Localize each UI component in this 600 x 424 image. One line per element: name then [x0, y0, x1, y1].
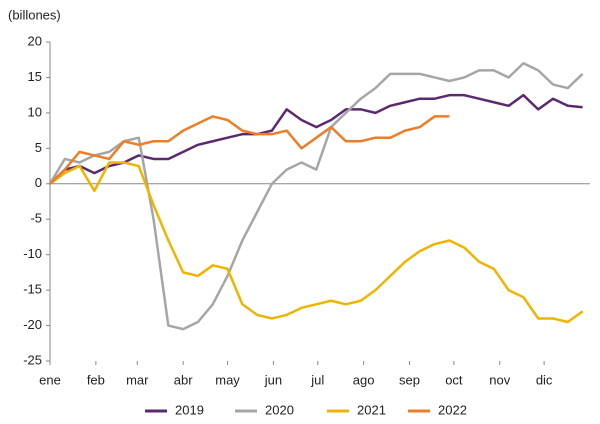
y-tick-label: 10: [28, 104, 42, 119]
x-tick-label: ene: [39, 372, 61, 387]
y-tick-label: -20: [23, 317, 42, 332]
legend-label: 2021: [357, 402, 386, 417]
y-tick-label: 5: [35, 140, 42, 155]
x-tick-label: jul: [310, 372, 324, 387]
legend-label: 2019: [175, 402, 204, 417]
y-axis-label: (billones): [8, 7, 61, 22]
line: [49, 93, 583, 185]
x-tick-label: may: [215, 372, 240, 387]
x-tick-label: feb: [87, 372, 105, 387]
x-tick-label: ago: [353, 372, 375, 387]
x-tick-label: dic: [536, 372, 553, 387]
legend-label: 2022: [438, 402, 467, 417]
line: [48, 62, 584, 331]
x-tick-label: nov: [489, 372, 510, 387]
legend-label: 2020: [265, 402, 294, 417]
x-tick-label: mar: [126, 372, 149, 387]
y-tick-label: -10: [23, 246, 42, 261]
y-tick-label: -15: [23, 282, 42, 297]
line: [49, 161, 584, 324]
y-tick-label: 20: [28, 33, 42, 48]
y-tick-label: 0: [35, 175, 42, 190]
x-tick-label: abr: [174, 372, 193, 387]
y-tick-label: -25: [23, 352, 42, 367]
line: [49, 115, 450, 185]
x-tick-label: sep: [399, 372, 420, 387]
y-tick-label: 15: [28, 69, 42, 84]
y-tick-label: -5: [30, 211, 42, 226]
x-tick-label: oct: [445, 372, 463, 387]
x-tick-label: jun: [264, 372, 282, 387]
